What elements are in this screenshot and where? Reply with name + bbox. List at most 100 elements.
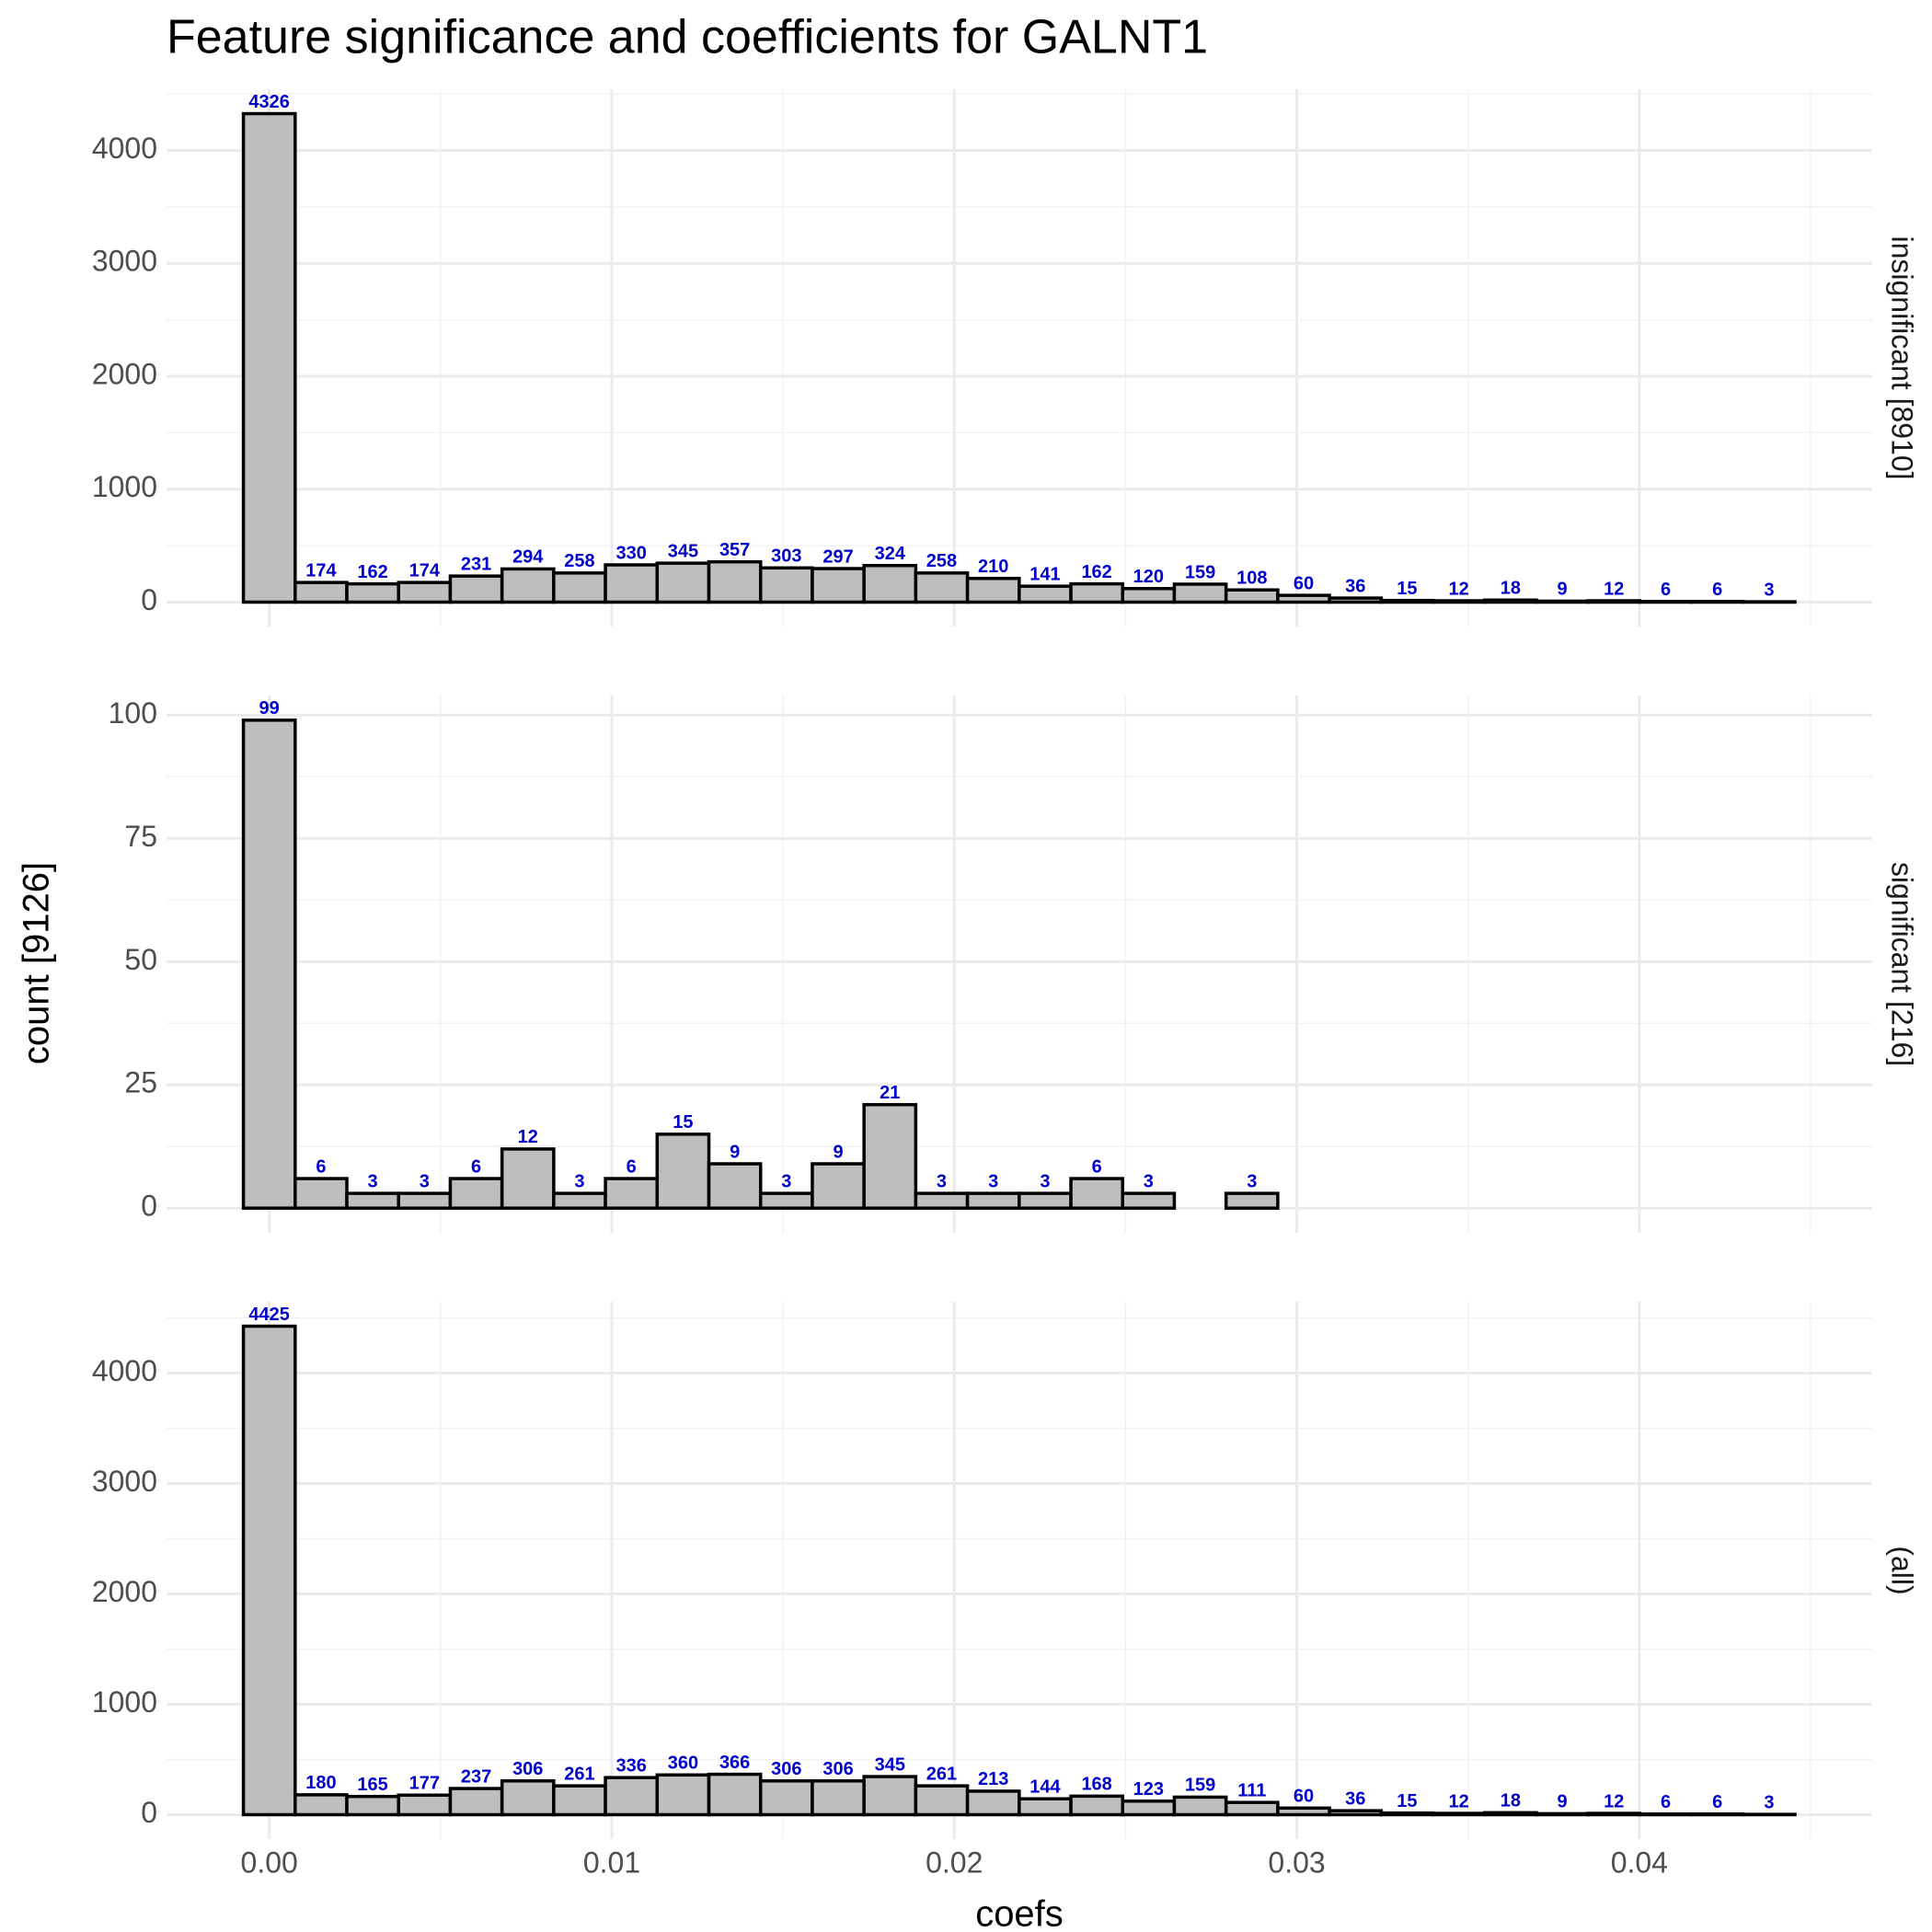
bar [1069,1177,1124,1210]
bar [345,1191,400,1210]
bar-value-label: 6 [1092,1156,1102,1177]
x-tick-label: 0.03 [1268,1846,1325,1879]
bar [707,1162,763,1210]
bar [1224,1191,1280,1210]
y-tick-label: 1000 [92,1685,157,1719]
bar [1121,587,1177,604]
bar-value-label: 12 [1604,1791,1624,1811]
bar [1121,1799,1177,1817]
bar [1483,1811,1538,1817]
bar [655,1133,711,1210]
bar-value-label: 6 [1712,580,1722,600]
bar [1276,1806,1331,1817]
bar-value-label: 336 [616,1755,647,1776]
bar-value-label: 15 [1397,579,1417,599]
bar [241,1324,297,1817]
bar [1483,598,1538,604]
bar-value-label: 3 [988,1171,998,1191]
bar-value-label: 231 [461,554,491,574]
bar-value-label: 261 [564,1764,594,1784]
bar-value-label: 180 [305,1773,336,1793]
bar [500,1779,556,1817]
bar [1638,600,1694,604]
bar [345,1794,400,1817]
bar-value-label: 12 [1449,579,1469,599]
x-tick-label: 0.00 [241,1846,298,1879]
bar-value-label: 237 [461,1766,491,1787]
bar [1069,1794,1124,1817]
bar-value-label: 3 [1040,1171,1050,1191]
bar [604,563,660,604]
bar [811,1779,866,1817]
bar-value-label: 120 [1133,567,1164,587]
bar [758,1191,814,1210]
bar-value-label: 261 [926,1764,957,1784]
bar [1224,1800,1280,1817]
facet-strip-label: (all) [1886,1546,1919,1594]
bar [811,567,866,604]
bar-value-label: 9 [1558,580,1568,600]
bar-value-label: 345 [668,541,698,561]
bar [1431,1811,1487,1817]
bar-value-label: 357 [719,540,750,560]
bar-value-label: 60 [1294,1787,1314,1807]
bar [448,1177,504,1210]
bar-value-label: 6 [1661,580,1671,600]
x-axis-title: coefs [975,1894,1064,1932]
bar-value-label: 18 [1501,579,1521,599]
bar [500,1147,556,1210]
bar [862,1775,918,1817]
bar-value-label: 174 [305,560,337,581]
bar [1586,599,1642,604]
x-tick-label: 0.04 [1611,1846,1668,1879]
y-tick-label: 100 [109,696,157,730]
bar [655,561,711,604]
bar-value-label: 15 [673,1112,693,1133]
y-tick-label: 4000 [92,1354,157,1387]
y-tick-label: 3000 [92,245,157,278]
bar-value-label: 141 [1029,564,1060,584]
bar-value-label: 4425 [248,1305,290,1325]
bar-value-label: 3 [368,1171,378,1191]
bar [397,581,453,604]
y-tick-label: 0 [141,1190,157,1223]
y-tick-label: 2000 [92,357,157,390]
bar [655,1773,711,1817]
bar [965,576,1021,604]
bar [1328,1809,1384,1817]
bar [293,1177,349,1210]
bar [707,559,763,604]
bar-value-label: 3 [1247,1171,1257,1191]
bar [552,1784,607,1817]
bar [500,567,556,604]
bar-value-label: 360 [668,1754,698,1774]
bar [241,111,297,604]
bar [1689,600,1745,604]
bar [604,1776,660,1817]
bar [914,571,970,604]
bar-value-label: 159 [1185,1776,1215,1796]
bar [1018,1797,1073,1817]
bar-value-label: 18 [1501,1791,1521,1811]
bar-value-label: 21 [880,1083,900,1103]
bar [345,581,400,604]
bar [914,1191,970,1210]
bar-value-label: 3 [1764,580,1774,600]
bar-value-label: 6 [1712,1792,1722,1812]
bar-value-label: 294 [512,547,544,568]
bar [965,1789,1021,1817]
facet-strip-label: insignificant [8910] [1886,236,1919,479]
bar [758,1779,814,1817]
bar-value-label: 36 [1345,576,1365,596]
bar [862,1102,918,1210]
y-tick-label: 3000 [92,1465,157,1498]
bar-value-label: 366 [719,1753,750,1773]
bar [1121,1191,1177,1210]
bar-value-label: 162 [1081,562,1111,582]
bar-value-label: 60 [1294,573,1314,593]
bar [758,566,814,604]
bar [1069,581,1124,604]
bar-value-label: 15 [1397,1791,1417,1811]
bar [397,1191,453,1210]
y-tick-label: 25 [124,1066,157,1099]
